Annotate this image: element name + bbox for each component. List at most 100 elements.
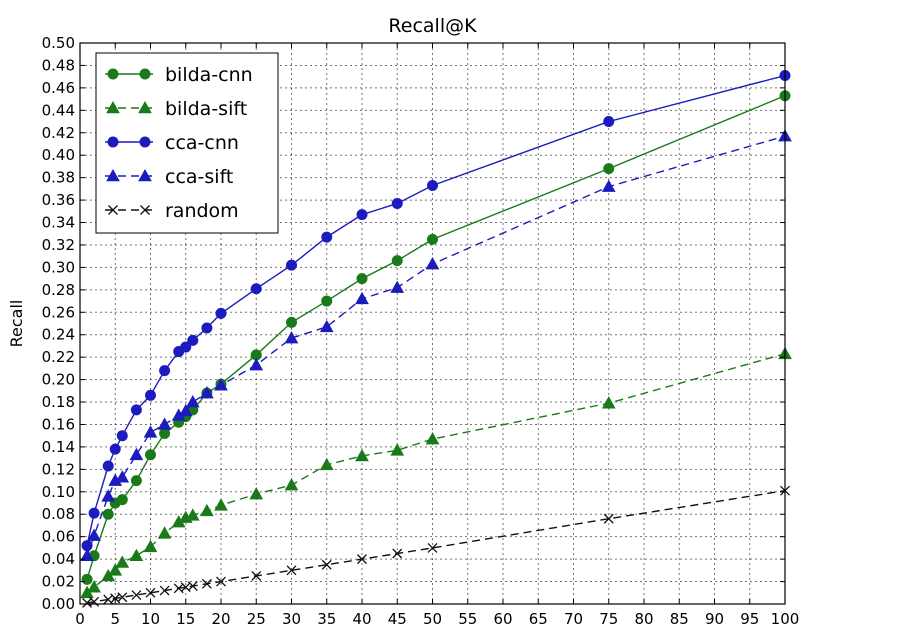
data-point-cca-cnn: [286, 259, 297, 271]
x-tick-label: 5: [110, 610, 120, 626]
x-tick-label: 70: [564, 610, 583, 626]
data-point-cca-cnn: [88, 507, 100, 519]
y-tick-label: 0.50: [42, 34, 75, 52]
y-tick-label: 0.36: [42, 191, 75, 209]
data-point-cca-sift: [185, 395, 200, 408]
y-tick-label: 0.48: [42, 56, 75, 74]
data-point-cca-sift: [390, 280, 405, 293]
legend-marker: [139, 136, 151, 148]
x-tick-label: 25: [247, 610, 266, 626]
y-tick-label: 0.34: [42, 214, 75, 232]
x-tick-label: 20: [211, 610, 230, 626]
data-point-cca-sift: [200, 386, 214, 399]
data-point-bilda-sift: [249, 487, 264, 500]
y-tick-label: 0.32: [42, 236, 75, 254]
x-tick-label: 100: [771, 610, 800, 626]
legend-label: bilda-cnn: [165, 64, 253, 86]
x-tick-label: 40: [352, 610, 371, 626]
data-point-random: [201, 578, 212, 589]
data-point-bilda-cnn: [391, 255, 403, 267]
data-point-bilda-sift: [214, 498, 228, 511]
data-point-random: [216, 576, 226, 587]
data-point-bilda-cnn: [159, 427, 171, 439]
series-random: [82, 485, 790, 608]
data-point-bilda-sift: [284, 478, 299, 491]
x-tick-label: 80: [634, 610, 653, 626]
data-point-bilda-sift: [87, 580, 101, 593]
data-point-cca-sift: [425, 257, 440, 270]
data-point-bilda-cnn: [116, 494, 128, 506]
data-point-cca-cnn: [109, 443, 121, 455]
y-tick-label: 0.30: [42, 258, 75, 276]
legend-label: cca-sift: [165, 166, 233, 188]
data-point-cca-sift: [178, 403, 193, 417]
data-point-bilda-cnn: [130, 475, 142, 487]
data-point-bilda-sift: [425, 432, 440, 445]
data-point-bilda-sift: [157, 526, 172, 539]
legend-label: random: [165, 200, 239, 222]
y-tick-label: 0.12: [42, 460, 75, 478]
data-point-cca-sift: [157, 417, 172, 430]
x-tick-label: 55: [458, 610, 477, 626]
data-point-cca-sift: [284, 331, 299, 344]
data-point-random: [187, 581, 198, 592]
legend-marker: [138, 168, 152, 182]
chart-title: Recall@K: [388, 15, 477, 37]
y-tick-label: 0.18: [42, 393, 75, 411]
data-point-random: [117, 592, 128, 603]
x-tick-label: 60: [493, 610, 512, 626]
x-tick-label: 0: [75, 610, 85, 626]
data-point-cca-cnn: [130, 404, 142, 416]
legend-item-bilda-cnn: bilda-cnn: [105, 64, 253, 86]
series-line-random: [86, 489, 786, 604]
x-tick-label: 95: [740, 610, 759, 626]
x-tick-label: 30: [282, 610, 301, 626]
data-point-random: [89, 596, 100, 607]
data-point-cca-sift: [87, 528, 101, 541]
x-tick-label: 85: [670, 610, 689, 626]
data-point-cca-cnn: [427, 179, 438, 191]
data-point-bilda-sift: [200, 503, 214, 517]
y-tick-label: 0.46: [42, 79, 75, 97]
data-point-cca-sift: [249, 357, 264, 371]
legend-box: [95, 52, 279, 234]
data-point-random: [321, 559, 332, 570]
y-tick-label: 0.04: [42, 550, 75, 568]
data-point-cca-cnn: [356, 209, 368, 221]
tick-layer: 0 5 10 15 20 25 30 35 40 45 50 55 60 65 70 75 80 85 90 95 10…: [42, 34, 800, 626]
data-point-cca-sift: [214, 378, 228, 391]
data-point-random: [251, 570, 262, 581]
data-point-cca-cnn: [159, 365, 171, 377]
legend-marker: [108, 205, 118, 215]
legend-marker: [106, 168, 120, 182]
data-point-bilda-sift: [355, 448, 369, 462]
data-point-cca-cnn: [250, 283, 262, 295]
y-tick-label: 0.14: [42, 438, 75, 456]
y-tick-label: 0.10: [42, 483, 75, 501]
data-point-random: [159, 585, 170, 596]
x-tick-label: 90: [705, 610, 724, 626]
data-point-bilda-sift: [115, 555, 130, 568]
y-tick-label: 0.40: [42, 146, 75, 164]
x-tick-label: 75: [599, 610, 618, 626]
data-point-cca-sift: [143, 425, 158, 438]
legend-marker: [140, 205, 150, 215]
series-bilda-cnn: [81, 90, 791, 585]
data-point-cca-cnn: [215, 307, 227, 319]
y-tick-label: 0.26: [42, 303, 75, 321]
data-point-cca-cnn: [102, 460, 114, 472]
data-point-bilda-cnn: [603, 163, 615, 175]
x-tick-label: 10: [141, 610, 160, 626]
data-point-random: [392, 548, 403, 559]
data-point-bilda-cnn: [286, 316, 297, 328]
data-point-bilda-sift: [143, 539, 158, 553]
series-line-bilda-sift: [86, 353, 786, 594]
series-cca-sift: [80, 129, 792, 562]
data-point-cca-cnn: [391, 197, 403, 209]
legend-label: bilda-sift: [165, 98, 247, 120]
data-point-bilda-cnn: [321, 295, 333, 307]
data-point-bilda-cnn: [356, 273, 368, 285]
data-point-bilda-cnn: [427, 233, 438, 245]
data-point-bilda-sift: [601, 396, 616, 409]
